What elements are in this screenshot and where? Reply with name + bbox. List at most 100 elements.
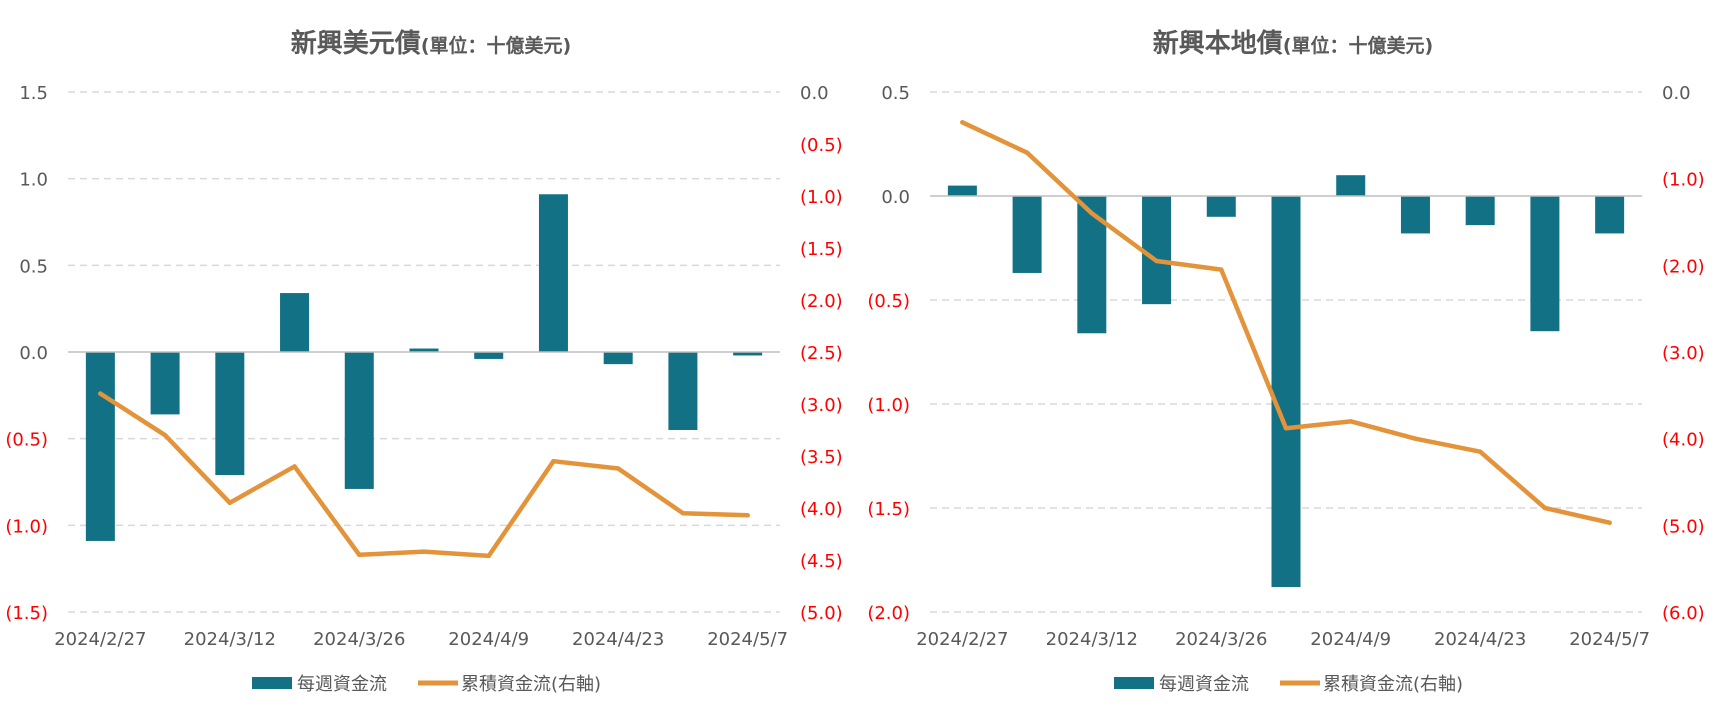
legend-swatch-weekly-flow <box>252 677 292 689</box>
line-point-cumulative-flow <box>1477 449 1483 454</box>
right-axis-tick-label: (4.5) <box>800 551 843 572</box>
bar-weekly-flow <box>1400 196 1430 234</box>
line-point-cumulative-flow <box>98 391 103 396</box>
bar-weekly-flow <box>1012 196 1042 273</box>
bar-weekly-flow <box>85 352 115 541</box>
right-axis-tick-label: (5.0) <box>1662 516 1705 537</box>
line-point-cumulative-flow <box>1219 267 1224 272</box>
right-axis-tick-label: (3.0) <box>1662 343 1705 364</box>
x-axis-tick-label: 2024/5/7 <box>707 629 788 650</box>
line-point-cumulative-flow <box>1542 505 1548 511</box>
chart-subtitle: (單位：十億美元) <box>421 34 571 57</box>
line-point-cumulative-flow <box>227 500 233 505</box>
bar-weekly-flow <box>1465 196 1495 226</box>
left-axis-tick-label: (2.0) <box>867 603 910 624</box>
bar-weekly-flow <box>150 352 180 415</box>
line-point-cumulative-flow <box>680 511 686 516</box>
left-axis-tick-label: (1.5) <box>5 603 48 624</box>
left-axis-tick-label: (0.5) <box>5 430 48 451</box>
chart-panel-local-bonds: 新興本地債(單位：十億美元) 0.5 0.0 (0.5) (1.0) (1.5) (2.0)… <box>862 0 1724 714</box>
left-axis-tick-label: (0.5) <box>867 291 910 312</box>
line-point-cumulative-flow <box>960 120 965 125</box>
right-axis-tick-label: (1.5) <box>800 239 843 260</box>
chart-local-bonds: 新興本地債(單位：十億美元) 0.5 0.0 (0.5) (1.0) (1.5) (2.0)… <box>867 28 1705 695</box>
legend-swatch-weekly-flow <box>1114 677 1154 689</box>
right-axis-tick-label: (4.0) <box>800 499 843 520</box>
right-axis-tick-label: (3.5) <box>800 447 843 468</box>
x-axis-tick-label: 2024/5/7 <box>1569 629 1650 650</box>
x-axis-tick-label: 2024/4/9 <box>1310 629 1391 650</box>
right-axis-tick-label: (2.5) <box>800 343 843 364</box>
bar-weekly-flow <box>1142 196 1172 305</box>
bar-weekly-flow <box>1077 196 1107 334</box>
x-axis-tick-label: 2024/4/23 <box>1434 629 1526 650</box>
x-axis-tick-label: 2024/4/9 <box>448 629 529 650</box>
bar-weekly-flow <box>1530 196 1560 332</box>
legend-label-cumulative-flow: 累積資金流(右軸) <box>461 674 601 695</box>
chart-subtitle: (單位：十億美元) <box>1283 34 1433 57</box>
right-axis-tick-label: (0.5) <box>800 135 843 156</box>
bar-weekly-flow <box>280 293 310 352</box>
x-axis-tick-label: 2024/3/12 <box>1046 629 1138 650</box>
left-axis-tick-label: (1.0) <box>867 395 910 416</box>
bar-weekly-flow <box>668 352 698 430</box>
chart-title-main: 新興本地債 <box>1153 28 1283 59</box>
chart-title-main: 新興美元債 <box>291 28 421 59</box>
right-axis-tick-label: (4.0) <box>1662 430 1705 451</box>
left-axis-tick-label: 1.5 <box>19 83 48 104</box>
line-point-cumulative-flow <box>421 549 427 554</box>
left-axis-tick-label: 0.0 <box>19 343 48 364</box>
line-cumulative-flow <box>98 391 750 559</box>
left-axis-tick-label: 0.0 <box>881 187 910 208</box>
line-point-cumulative-flow <box>1024 150 1030 155</box>
bar-weekly-flow <box>215 352 245 476</box>
line-point-cumulative-flow <box>292 464 297 469</box>
line-point-cumulative-flow <box>1154 258 1159 264</box>
line-point-cumulative-flow <box>1089 211 1095 216</box>
left-axis-tick-label: 0.5 <box>19 256 48 277</box>
right-axis-tick-label: (5.0) <box>800 603 843 624</box>
bar-weekly-flow <box>1595 196 1625 234</box>
chart-title: 新興本地債(單位：十億美元) <box>1153 28 1433 59</box>
chart-panel-usd-bonds: 新興美元債(單位：十億美元) 1.5 1.0 0.5 0.0 (0.5) (1.0) (1.5… <box>0 0 862 714</box>
line-point-cumulative-flow <box>1283 426 1289 431</box>
x-axis-tick-label: 2024/3/26 <box>313 629 405 650</box>
legend-label-weekly-flow: 每週資金流 <box>297 674 387 695</box>
x-axis-tick-label: 2024/3/26 <box>1175 629 1267 650</box>
chart-usd-bonds: 新興美元債(單位：十億美元) 1.5 1.0 0.5 0.0 (0.5) (1.0) (1.5… <box>5 28 843 695</box>
right-axis-tick-label: (2.0) <box>800 291 843 312</box>
bar-weekly-flow <box>474 352 504 359</box>
bar-weekly-flow <box>344 352 374 489</box>
chart-title: 新興美元債(單位：十億美元) <box>291 28 571 59</box>
legend-label-weekly-flow: 每週資金流 <box>1159 674 1249 695</box>
line-point-cumulative-flow <box>551 459 556 464</box>
line-point-cumulative-flow <box>745 513 750 518</box>
bar-weekly-flow <box>1336 175 1366 196</box>
line-point-cumulative-flow <box>357 552 362 557</box>
left-axis-tick-label: 1.0 <box>19 170 48 191</box>
left-axis-tick-label: 0.5 <box>881 83 910 104</box>
right-axis-tick-label: 0.0 <box>1662 83 1691 104</box>
line-point-cumulative-flow <box>1413 436 1418 441</box>
bar-weekly-flow <box>603 352 633 365</box>
x-axis-tick-label: 2024/4/23 <box>572 629 664 650</box>
line-point-cumulative-flow <box>615 466 621 471</box>
line-point-cumulative-flow <box>1348 419 1353 424</box>
x-axis-tick-label: 2024/2/27 <box>916 629 1008 650</box>
bar-weekly-flow <box>538 194 568 352</box>
bar-weekly-flow <box>1271 196 1301 588</box>
x-axis-tick-label: 2024/2/27 <box>54 629 146 650</box>
bar-weekly-flow <box>409 348 439 352</box>
bar-weekly-flow <box>733 352 763 356</box>
line-point-cumulative-flow <box>162 433 168 438</box>
left-axis-tick-label: (1.0) <box>5 516 48 537</box>
right-axis-tick-label: 0.0 <box>800 83 829 104</box>
right-axis-tick-label: (1.0) <box>1662 170 1705 191</box>
left-axis-tick-label: (1.5) <box>867 499 910 520</box>
right-axis-tick-label: (1.0) <box>800 187 843 208</box>
right-axis-tick-label: (3.0) <box>800 395 843 416</box>
line-point-cumulative-flow <box>1607 520 1612 525</box>
legend-label-cumulative-flow: 累積資金流(右軸) <box>1323 674 1463 695</box>
bar-weekly-flow <box>947 185 977 196</box>
bar-weekly-flow <box>1206 196 1236 217</box>
